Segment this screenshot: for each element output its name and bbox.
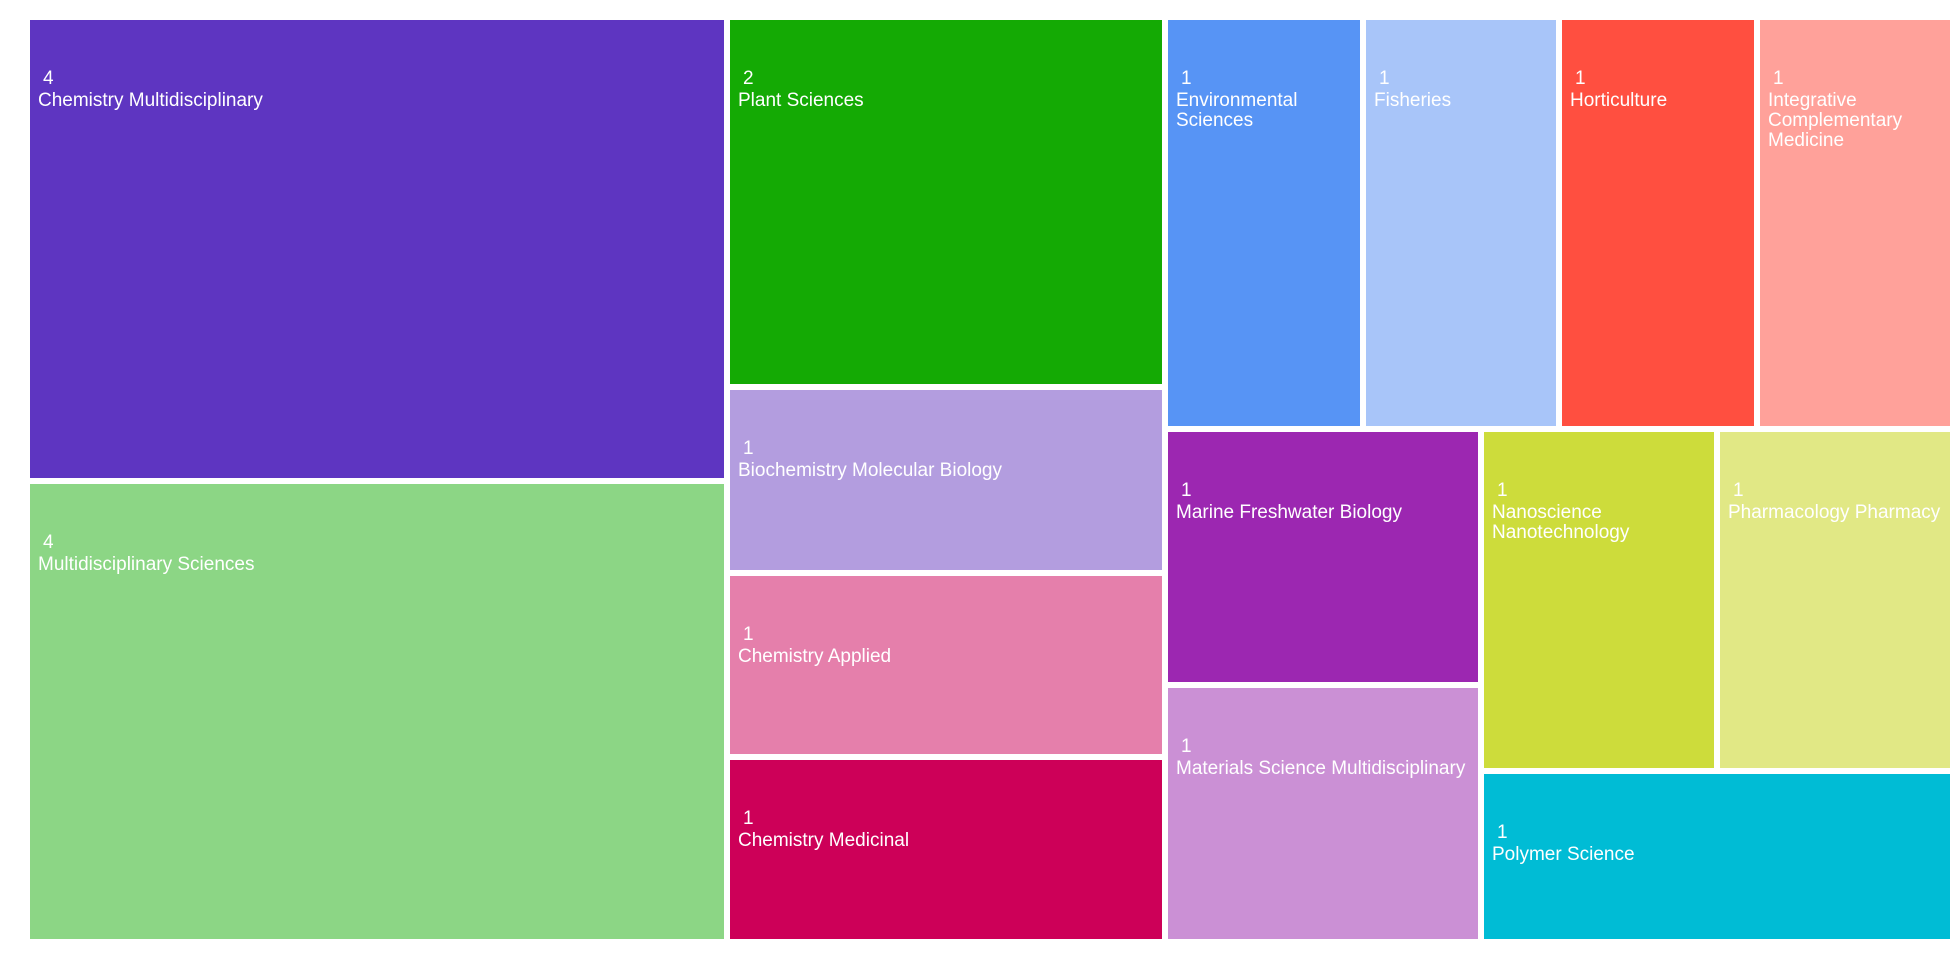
tile-label: Fisheries [1374,90,1452,111]
treemap-tile-horticulture[interactable]: 1 Horticulture [1562,20,1754,426]
tile-label: Marine Freshwater Biology [1176,502,1402,523]
tile-label: Horticulture [1570,90,1668,111]
tile-value: 1 [743,808,754,829]
tile-value: 1 [1379,68,1390,89]
treemap-tile-biochemistry-molecular-biology[interactable]: 1 Biochemistry Molecular Biology [730,390,1162,570]
treemap-tile-pharmacology-pharmacy[interactable]: 1 Pharmacology Pharmacy [1720,432,1950,768]
tile-value: 1 [1181,480,1192,501]
treemap-tile-integrative-complementary-medicine[interactable]: 1 Integrative Complementary Medicine [1760,20,1950,426]
tile-label: Chemistry Multidisciplinary [38,90,263,111]
treemap-tile-chemistry-applied[interactable]: 1 Chemistry Applied [730,576,1162,754]
tile-value: 1 [1181,736,1192,757]
treemap-tile-fisheries[interactable]: 1 Fisheries [1366,20,1556,426]
tile-value: 1 [1497,822,1508,843]
tile-label: Environmental Sciences [1176,90,1298,131]
tile-value: 1 [1733,480,1744,501]
tile-label: Polymer Science [1492,844,1635,865]
tile-value: 2 [743,68,754,89]
tile-label: Chemistry Medicinal [738,830,910,851]
tile-value: 1 [1497,480,1508,501]
treemap-tile-environmental-sciences[interactable]: 1 Environmental Sciences [1168,20,1360,426]
tile-label: Materials Science Multidisciplinary [1176,758,1466,779]
tile-value: 4 [43,532,54,553]
treemap-tile-marine-freshwater-biology[interactable]: 1 Marine Freshwater Biology [1168,432,1478,682]
tile-value: 1 [743,624,754,645]
tile-value: 1 [1773,68,1784,89]
tile-label: Biochemistry Molecular Biology [738,460,1002,481]
tile-label: Chemistry Applied [738,646,892,667]
treemap-tile-chemistry-multidisciplinary[interactable]: 4 Chemistry Multidisciplinary [30,20,724,478]
tile-label: Plant Sciences [738,90,864,111]
tile-label: Pharmacology Pharmacy [1728,502,1941,523]
treemap-tile-plant-sciences[interactable]: 2 Plant Sciences [730,20,1162,384]
treemap-tile-polymer-science[interactable]: 1 Polymer Science [1484,774,1950,939]
tile-label: Integrative Complementary Medicine [1768,90,1903,151]
tile-value: 1 [743,438,754,459]
tile-label: Nanoscience Nanotechnology [1492,502,1630,543]
treemap-tile-materials-science-multidisciplinary[interactable]: 1 Materials Science Multidisciplinary [1168,688,1478,939]
tile-value: 1 [1181,68,1192,89]
treemap-tile-multidisciplinary-sciences[interactable]: 4 Multidisciplinary Sciences [30,484,724,939]
tile-value: 4 [43,68,54,89]
tile-value: 1 [1575,68,1586,89]
treemap-tile-chemistry-medicinal[interactable]: 1 Chemistry Medicinal [730,760,1162,939]
treemap-tile-nanoscience-nanotechnology[interactable]: 1 Nanoscience Nanotechnology [1484,432,1714,768]
tile-label: Multidisciplinary Sciences [38,554,255,575]
